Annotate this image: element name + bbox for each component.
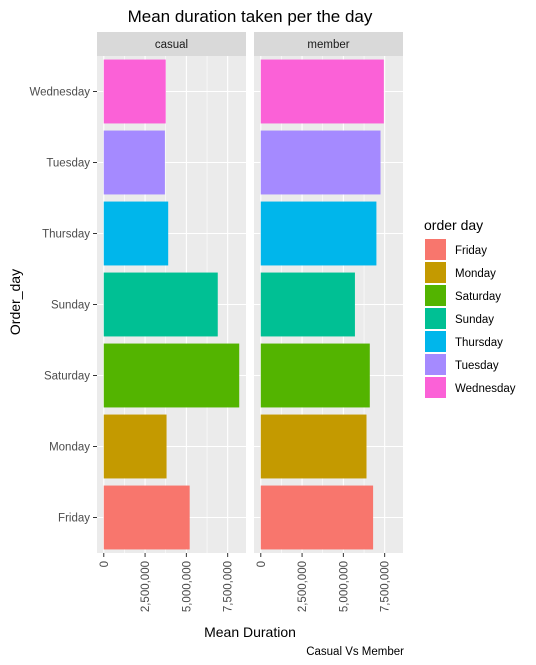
bar-member-saturday: [260, 343, 370, 408]
y-tick-label-friday: Friday: [58, 513, 90, 525]
facet-strip-member: [254, 32, 403, 56]
bar-member-thursday: [260, 201, 377, 266]
facet-strip-label-casual: casual: [155, 39, 188, 51]
y-axis: Friday Monday Saturday Sunday Thursday Tuesda…: [29, 87, 97, 525]
bar-member-friday: [260, 485, 374, 550]
x-tick-label: 0: [256, 561, 268, 567]
y-tick-label-saturday: Saturday: [44, 371, 90, 383]
y-tick-label-tuesday: Tuesday: [46, 158, 90, 170]
y-tick-label-thursday: Thursday: [42, 229, 90, 241]
bar-casual-tuesday: [103, 130, 165, 195]
bar-member-tuesday: [260, 130, 381, 195]
bar-member-wednesday: [260, 59, 384, 124]
legend-label-wednesday: Wednesday: [455, 383, 516, 395]
bar-casual-saturday: [103, 343, 240, 408]
legend-key-wednesday: [425, 377, 446, 398]
y-tick-label-sunday: Sunday: [51, 300, 90, 312]
bar-member-sunday: [260, 272, 355, 337]
chart-title: Mean duration taken per the day: [128, 7, 373, 26]
legend-label-monday: Monday: [455, 268, 496, 280]
bar-casual-friday: [103, 485, 190, 550]
legend-label-friday: Friday: [455, 245, 487, 257]
caption: Casual Vs Member: [306, 646, 404, 658]
y-tick-label-wednesday: Wednesday: [29, 87, 90, 99]
x-tick-label: 2,500,000: [140, 561, 152, 612]
x-tick-label: 0: [99, 561, 111, 567]
legend-key-monday: [425, 262, 446, 283]
legend-label-sunday: Sunday: [455, 314, 494, 326]
facet-panel-casual: casual 0 2,500,000 5,000,000 7,500,000: [97, 32, 246, 612]
y-axis-title: Order_day: [7, 269, 23, 335]
x-tick-label: 7,500,000: [380, 561, 392, 612]
x-tick-label: 5,000,000: [181, 561, 193, 612]
legend-key-tuesday: [425, 354, 446, 375]
legend-key-saturday: [425, 285, 446, 306]
x-axis-title: Mean Duration: [204, 624, 296, 640]
bar-casual-wednesday: [103, 59, 166, 124]
bar-casual-monday: [103, 414, 167, 479]
x-tick-label: 7,500,000: [223, 561, 235, 612]
bar-casual-sunday: [103, 272, 218, 337]
legend-key-friday: [425, 239, 446, 260]
legend-key-thursday: [425, 331, 446, 352]
x-tick-label: 2,500,000: [297, 561, 309, 612]
legend-label-thursday: Thursday: [455, 337, 503, 349]
x-tick-label: 5,000,000: [338, 561, 350, 612]
y-tick-label-monday: Monday: [49, 442, 90, 454]
facet-panel-member: member 0 2,500,000 5,000,000 7,500,000: [254, 32, 403, 612]
legend-title: order day: [424, 217, 483, 233]
bar-casual-thursday: [103, 201, 169, 266]
bar-member-monday: [260, 414, 367, 479]
facet-strip-casual: [97, 32, 246, 56]
legend-key-sunday: [425, 308, 446, 329]
facet-strip-label-member: member: [307, 39, 349, 51]
legend-label-tuesday: Tuesday: [455, 360, 499, 372]
legend: order day Friday Monday Saturday Sunday Thur…: [424, 217, 516, 398]
legend-label-saturday: Saturday: [455, 291, 501, 303]
